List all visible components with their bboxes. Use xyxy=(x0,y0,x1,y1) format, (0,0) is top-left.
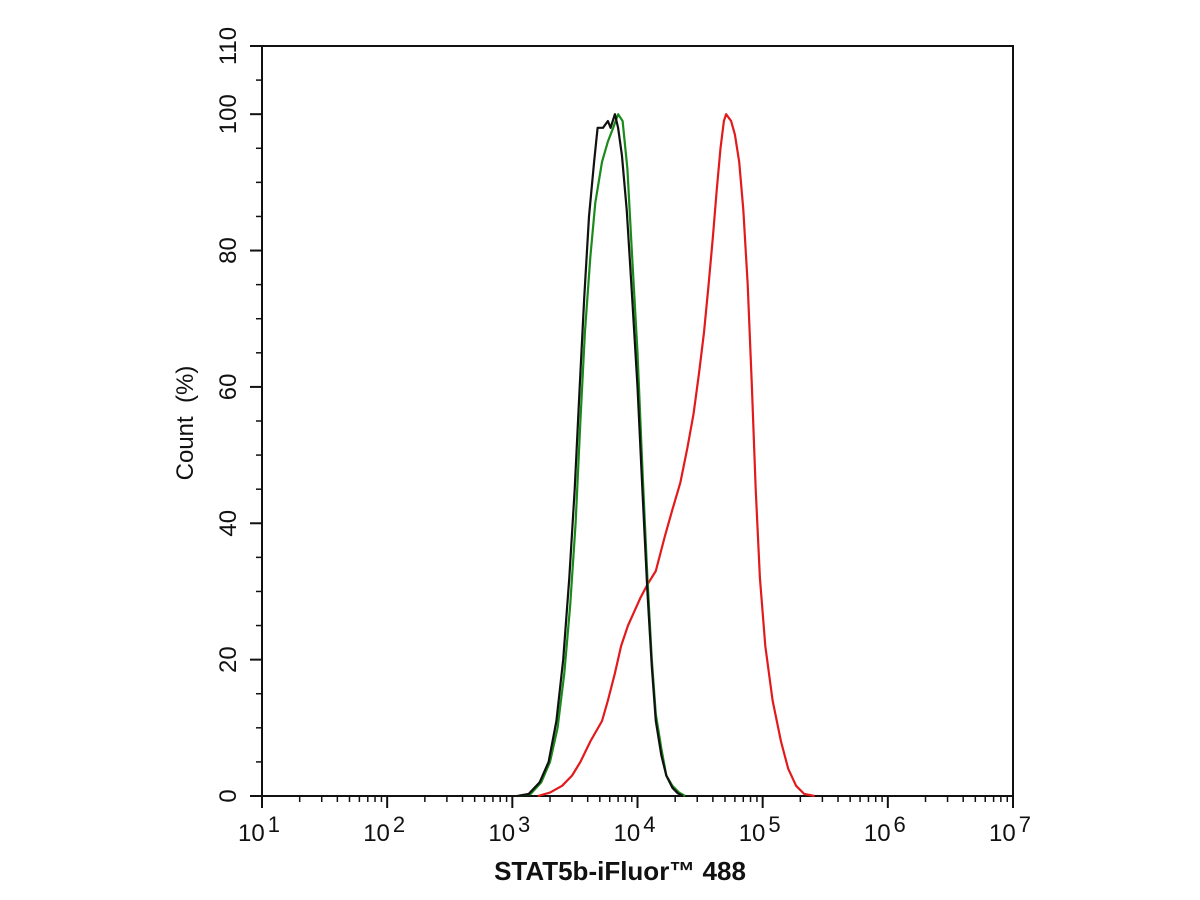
y-tick-label: 80 xyxy=(215,237,242,264)
x-tick-label-base: 10 xyxy=(238,820,265,847)
plot-frame xyxy=(261,45,1014,797)
x-tick-label: 10 1 xyxy=(238,812,280,847)
x-tick-label-exponent: 4 xyxy=(643,812,655,837)
series-line-2 xyxy=(517,113,686,798)
x-tick-label-base: 10 xyxy=(739,820,766,847)
x-tick-label-base: 10 xyxy=(488,820,515,847)
x-tick-label-exponent: 3 xyxy=(518,812,530,837)
x-tick-label-exponent: 2 xyxy=(393,812,405,837)
x-tick-label: 10 3 xyxy=(488,812,530,847)
series-line-3 xyxy=(517,113,684,798)
x-tick-label-base: 10 xyxy=(614,820,641,847)
x-axis-title: STAT5b-iFluor™ 488 xyxy=(494,856,746,886)
y-axis-title: Count (%) xyxy=(172,366,199,481)
y-tick-label: 100 xyxy=(215,94,242,134)
plot-area xyxy=(261,45,1014,797)
series-group xyxy=(517,113,815,798)
x-tick-label-base: 10 xyxy=(989,820,1016,847)
x-tick-label: 10 5 xyxy=(739,812,781,847)
x-axis: 10 1 10 2 10 3 10 4 10 5 10 6 10 7 xyxy=(238,796,1031,847)
y-tick-label: 20 xyxy=(215,646,242,673)
x-tick-label: 10 6 xyxy=(864,812,906,847)
x-tick-label-exponent: 5 xyxy=(768,812,780,837)
x-tick-label-base: 10 xyxy=(864,820,891,847)
x-tick-label-exponent: 7 xyxy=(1019,812,1031,837)
y-tick-label: 40 xyxy=(215,510,242,537)
x-tick-label-exponent: 6 xyxy=(894,812,906,837)
x-tick-label: 10 4 xyxy=(614,812,656,847)
y-axis: 0 20 40 60 80 100 110 xyxy=(215,27,262,803)
x-tick-label: 10 2 xyxy=(363,812,405,847)
series-line-1 xyxy=(537,113,815,798)
y-tick-label: 0 xyxy=(215,789,242,802)
x-tick-label-base: 10 xyxy=(363,820,390,847)
x-tick-label-exponent: 1 xyxy=(268,812,280,837)
x-tick-label: 10 7 xyxy=(989,812,1031,847)
y-tick-label: 110 xyxy=(215,27,242,65)
y-tick-label: 60 xyxy=(215,374,242,401)
